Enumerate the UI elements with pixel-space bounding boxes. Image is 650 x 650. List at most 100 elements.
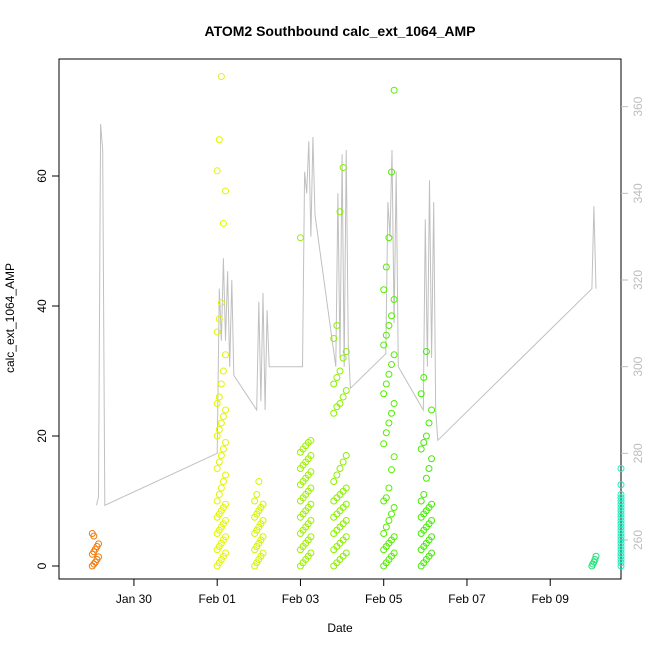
point-3-9 <box>307 533 315 541</box>
point-0-4 <box>95 553 103 561</box>
point-3-14 <box>307 517 315 524</box>
y-tick-label-2: 40 <box>35 299 49 313</box>
point-5-32 <box>385 322 393 329</box>
x-tick-label-4: Feb 07 <box>448 592 486 606</box>
y-tick-label-0: 0 <box>35 562 49 569</box>
grey-trace-line <box>96 123 597 507</box>
point-5-16 <box>382 494 390 502</box>
point-4-40 <box>330 335 338 342</box>
point-4-30 <box>330 409 338 417</box>
point-1-42 <box>217 299 225 307</box>
point-1-32 <box>217 419 225 427</box>
x-tick-label-1: Feb 01 <box>199 592 237 606</box>
point-1-28 <box>219 445 227 453</box>
point-5-25 <box>380 390 388 398</box>
point-3-24 <box>307 484 315 492</box>
point-6-27 <box>422 432 430 440</box>
point-5-19 <box>390 453 398 461</box>
point-5-13 <box>388 510 396 518</box>
point-5-20 <box>380 440 388 448</box>
point-4-4 <box>342 549 350 557</box>
point-0-11 <box>90 532 98 540</box>
x-tick-label-2: Feb 03 <box>282 592 320 606</box>
point-2-9 <box>259 533 267 541</box>
point-1-4 <box>222 549 230 557</box>
point-6-4 <box>428 549 436 557</box>
point-5-18 <box>388 466 396 474</box>
y-axis-right: 260 280 300 320 340 360 <box>621 96 645 550</box>
point-4-24 <box>342 484 350 492</box>
point-5-35 <box>380 286 388 294</box>
point-4-37 <box>336 367 344 375</box>
point-1-21 <box>215 491 223 498</box>
point-4-27 <box>336 465 344 472</box>
point-6-21 <box>420 491 428 498</box>
point-5-31 <box>382 331 390 339</box>
point-1-43 <box>219 219 227 227</box>
point-5-38 <box>388 168 396 176</box>
point-2-21 <box>253 491 261 498</box>
point-3-34 <box>307 452 315 459</box>
point-6-32 <box>422 348 430 355</box>
point-6-20 <box>417 497 425 505</box>
point-2-4 <box>259 549 267 557</box>
point-6-23 <box>425 465 433 472</box>
point-4-35 <box>330 380 338 388</box>
point-1-23 <box>219 478 227 485</box>
scatter-points <box>88 73 625 570</box>
point-5-14 <box>390 504 398 511</box>
point-6-9 <box>428 533 436 541</box>
point-4-14 <box>342 517 350 524</box>
point-0-9 <box>95 540 103 548</box>
point-8-24 <box>617 465 625 472</box>
point-1-36 <box>215 393 223 401</box>
point-4-36 <box>333 374 341 381</box>
point-4-19 <box>342 500 350 508</box>
point-3-4 <box>307 549 315 557</box>
point-1-14 <box>222 517 230 524</box>
point-5-23 <box>388 409 396 417</box>
point-6-31 <box>420 374 428 381</box>
x-tick-label-3: Feb 05 <box>365 592 403 606</box>
point-1-37 <box>217 380 225 388</box>
point-8-22 <box>617 491 625 498</box>
point-8-23 <box>617 481 625 489</box>
point-1-41 <box>215 315 223 323</box>
point-8-21 <box>617 494 625 502</box>
y2-tick-label-1: 280 <box>631 443 645 463</box>
y2-tick-label-2: 300 <box>631 356 645 376</box>
point-1-47 <box>217 73 225 81</box>
point-3-40 <box>296 234 304 242</box>
point-4-26 <box>333 471 341 479</box>
point-1-38 <box>219 367 227 375</box>
point-6-29 <box>428 406 436 414</box>
plot-frame <box>58 58 622 580</box>
point-1-24 <box>222 471 230 479</box>
point-4-25 <box>330 478 338 485</box>
point-6-19 <box>428 500 436 508</box>
y2-tick-label-5: 360 <box>631 96 645 116</box>
grey-trace <box>96 123 597 507</box>
point-2-22 <box>255 478 263 485</box>
point-5-22 <box>385 419 393 427</box>
point-6-28 <box>425 419 433 427</box>
x-axis: Jan 30 Feb 01 Feb 03 Feb 05 Feb 07 Feb 09 <box>116 579 569 606</box>
point-2-20 <box>251 497 259 505</box>
point-7-3 <box>591 556 599 563</box>
point-5-37 <box>385 234 393 242</box>
point-4-43 <box>339 164 347 172</box>
y-axis-label: calc_ext_1064_AMP <box>3 263 17 373</box>
point-4-38 <box>339 354 347 362</box>
point-5-34 <box>390 296 398 303</box>
point-1-29 <box>222 439 230 446</box>
y2-tick-label-3: 320 <box>631 270 645 290</box>
point-4-34 <box>342 387 350 394</box>
point-1-33 <box>219 413 227 420</box>
point-4-39 <box>342 348 350 355</box>
point-5-12 <box>385 517 393 524</box>
point-4-42 <box>336 208 344 216</box>
y-tick-label-1: 20 <box>35 429 49 443</box>
x-tick-label-0: Jan 30 <box>116 592 152 606</box>
